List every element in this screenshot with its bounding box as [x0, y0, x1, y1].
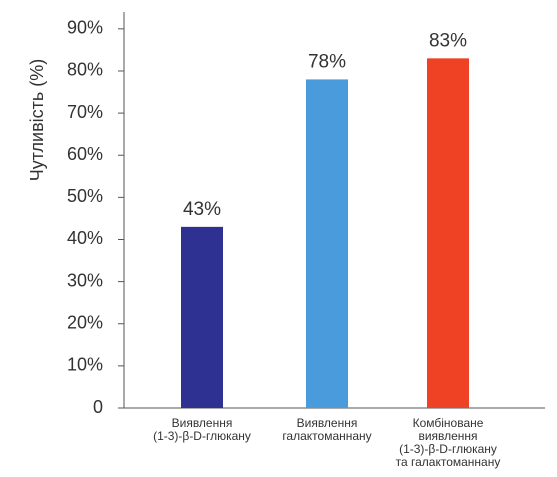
x-tick-label: Виявлення (1-3)-β-D-глюкану — [153, 416, 251, 443]
x-tick-label: Виявлення галактоманнану — [282, 416, 371, 443]
value-label: 43% — [183, 199, 221, 220]
value-label: 83% — [429, 30, 467, 51]
y-tick-label: 40% — [67, 228, 103, 248]
y-tick-label: 30% — [67, 270, 103, 290]
y-tick-label: 60% — [67, 144, 103, 164]
bar — [306, 79, 348, 408]
x-tick-label: Комбіноване виявлення (1-3)-β-D-глюкану та … — [396, 416, 501, 469]
y-tick-label: 10% — [67, 355, 103, 375]
bar — [181, 226, 223, 408]
y-axis-title: Чутливість (%) — [27, 59, 47, 182]
y-tick-label: 0 — [93, 397, 103, 417]
y-tick-label: 20% — [67, 312, 103, 332]
y-tick-label: 80% — [67, 60, 103, 80]
y-tick-label: 90% — [67, 18, 103, 38]
y-tick-label: 50% — [67, 186, 103, 206]
value-label: 78% — [308, 51, 346, 72]
y-tick-label: 70% — [67, 102, 103, 122]
bar — [427, 58, 469, 409]
